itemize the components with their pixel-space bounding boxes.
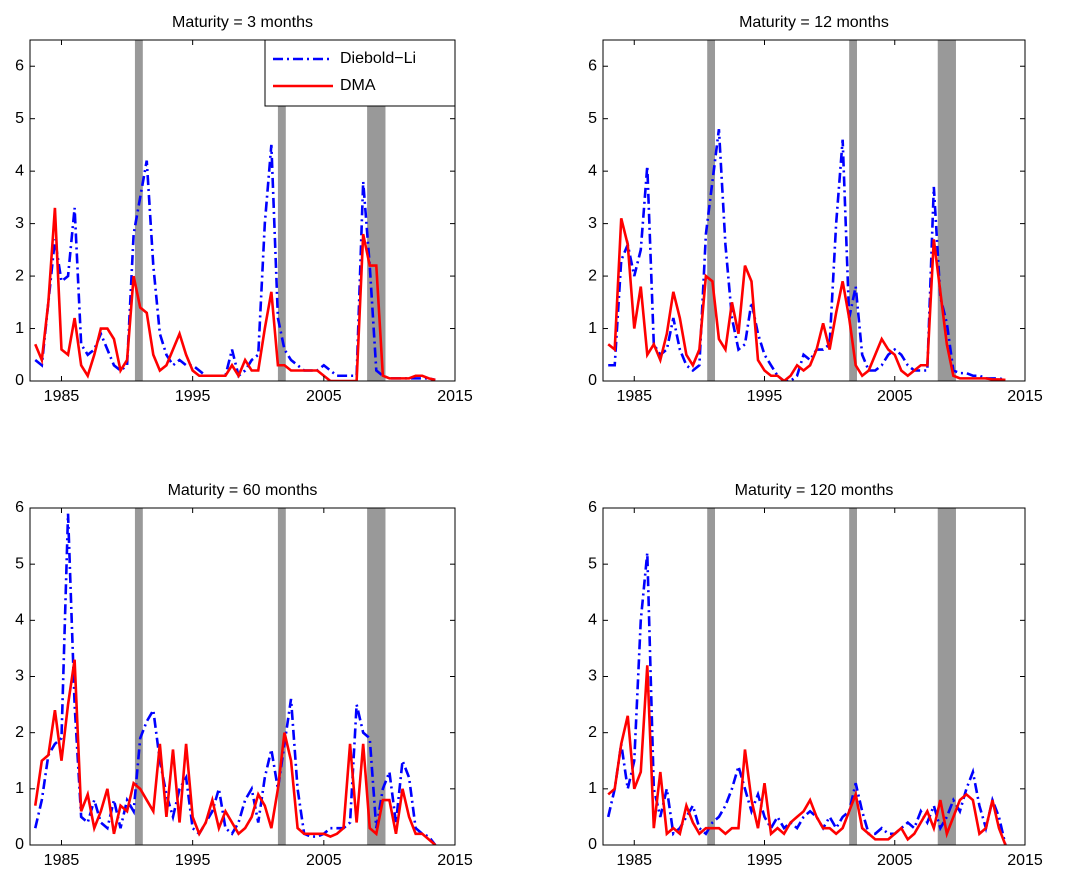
x-tick-label: 2015 [437,852,473,869]
x-tick-label: 2015 [437,388,473,405]
y-tick-label: 1 [588,780,597,797]
y-tick-label: 2 [15,724,24,741]
x-tick-label: 2015 [1007,388,1043,405]
y-tick-label: 3 [588,668,597,685]
recession-band [849,40,857,381]
y-tick-label: 3 [588,215,597,232]
y-tick-label: 0 [588,372,597,389]
x-tick-label: 2005 [306,388,342,405]
y-tick-label: 5 [588,110,597,127]
series-line [607,665,1007,845]
y-tick-label: 0 [15,836,24,853]
recession-band [707,508,716,845]
subplot: 0 1 2 3 4 5 6 1985 1995 2005 2015 Maturity = 60 mon… [15,482,473,869]
y-tick-label: 1 [588,320,597,337]
series-line [34,144,436,381]
legend-box [264,39,456,107]
y-tick-label: 3 [15,215,24,232]
x-tick-label: 1995 [747,388,783,405]
axes-frame [29,39,456,382]
subplot-title: Maturity = 120 months [735,482,894,499]
recession-band [367,508,386,845]
series-line [607,218,1006,381]
legend-label: DMA [340,77,376,94]
x-tick-label: 1995 [747,852,783,869]
x-tick-label: 2005 [877,388,913,405]
y-tick-label: 1 [15,320,24,337]
recession-band [937,508,956,845]
y-tick-label: 1 [15,780,24,797]
y-tick-label: 6 [15,57,24,74]
legend: Diebold−Li DMA [264,39,456,107]
x-tick-label: 1985 [616,852,652,869]
y-tick-label: 6 [588,499,597,516]
series-line [608,129,1006,381]
x-tick-label: 1985 [616,388,652,405]
series-line [34,207,436,381]
y-tick-label: 5 [15,110,24,127]
subplot: 0 1 2 3 4 5 6 1985 1995 2005 2015 Maturity = 3 mont… [15,14,473,405]
legend-label: Diebold−Li [340,50,416,67]
x-tick-label: 2005 [306,852,342,869]
recession-band [134,508,143,845]
recession-band [277,40,286,381]
y-tick-label: 2 [588,267,597,284]
recession-band [277,508,286,845]
subplot: 0 1 2 3 4 5 6 1985 1995 2005 2015 Maturity = 120 mo… [588,482,1043,869]
y-tick-label: 4 [588,612,597,629]
y-tick-label: 4 [15,162,24,179]
subplot-title: Maturity = 12 months [739,14,889,31]
x-tick-label: 2005 [877,852,913,869]
x-tick-label: 2015 [1007,852,1043,869]
recession-band [937,40,956,381]
subplot-title: Maturity = 60 months [168,482,318,499]
recession-band [849,508,857,845]
axes-frame [602,39,1026,382]
y-tick-label: 0 [15,372,24,389]
y-tick-label: 3 [15,668,24,685]
series-line [606,552,1007,845]
x-tick-label: 1985 [44,388,80,405]
y-tick-label: 5 [15,555,24,572]
x-tick-label: 1985 [44,852,80,869]
x-tick-label: 1995 [175,388,211,405]
series-line [33,659,437,845]
x-tick-label: 1995 [175,852,211,869]
y-tick-label: 0 [588,836,597,853]
subplot-title: Maturity = 3 months [172,14,313,31]
y-tick-label: 2 [588,724,597,741]
y-tick-label: 6 [15,499,24,516]
recession-band [707,40,716,381]
y-tick-label: 5 [588,555,597,572]
y-tick-label: 2 [15,267,24,284]
y-tick-label: 6 [588,57,597,74]
y-tick-label: 4 [15,612,24,629]
y-tick-label: 4 [588,162,597,179]
subplot: 0 1 2 3 4 5 6 1985 1995 2005 2015 Maturity = 12 mon… [588,14,1043,405]
